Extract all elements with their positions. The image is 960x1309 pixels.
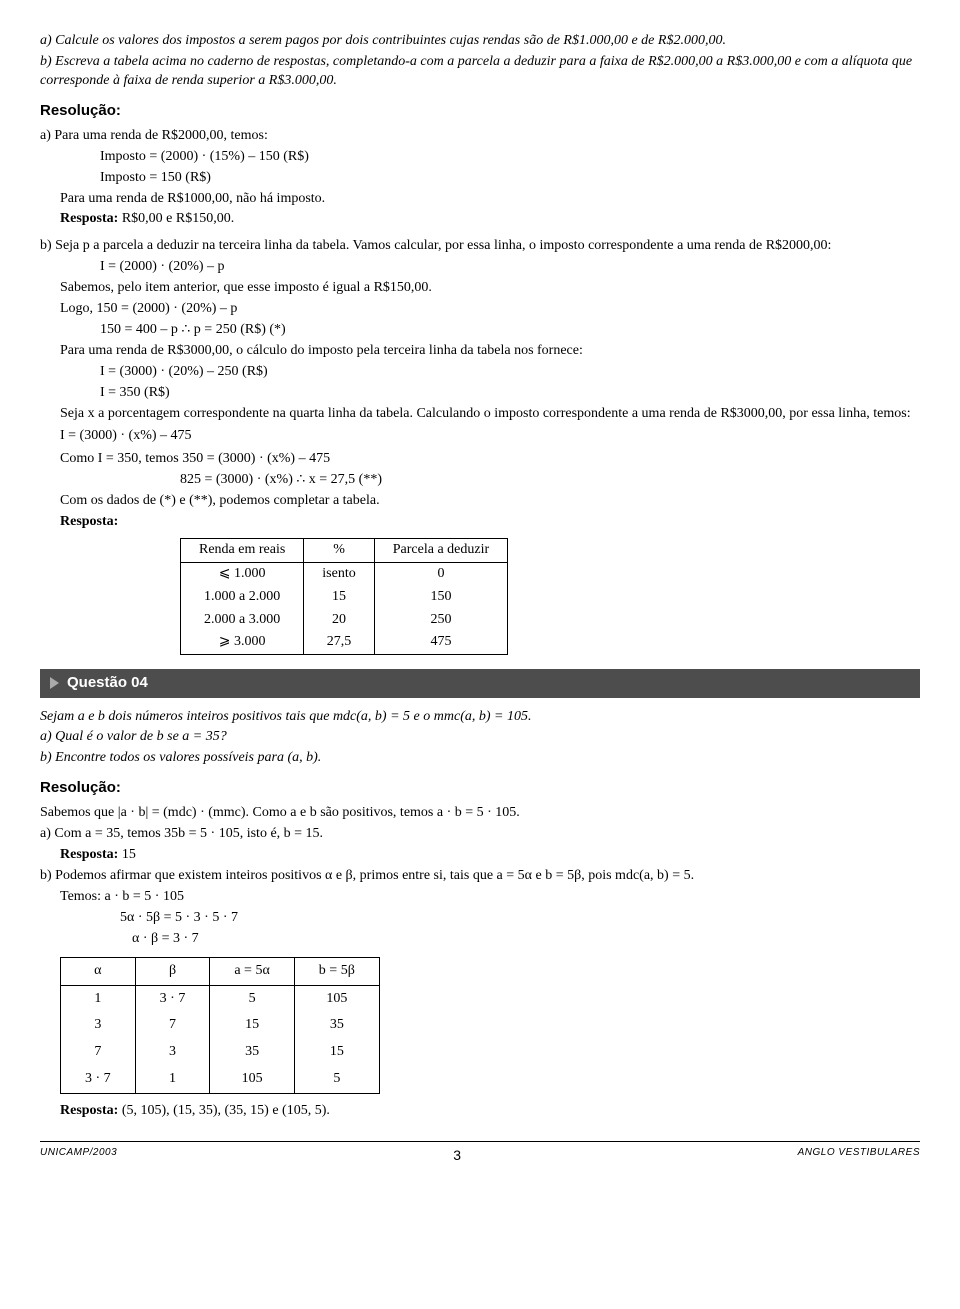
q4-r1: Sabemos que |a · b| = (mdc) · (mmc). Com… <box>40 804 920 823</box>
td: 1 <box>135 1066 210 1093</box>
td: ⩾ 3.000 <box>181 631 304 654</box>
q4-ans-label: Resposta: <box>60 1103 118 1118</box>
td: 0 <box>374 562 507 585</box>
th: β <box>135 957 210 985</box>
td: 105 <box>210 1066 294 1093</box>
q3-b-prompt: b) Escreva a tabela acima no caderno de … <box>40 53 920 91</box>
td: 15 <box>210 1012 294 1039</box>
td: 27,5 <box>304 631 374 654</box>
q3-b10: I = (3000) · (x%) – 475 <box>60 427 920 446</box>
q3-b7: I = (3000) · (20%) – 250 (R$) <box>100 363 920 382</box>
q3-b4: Logo, 150 = (2000) · (20%) – p <box>60 300 920 319</box>
resolucao-label-q4: Resolução: <box>40 778 920 798</box>
q3-table: Renda em reais % Parcela a deduzir ⩽ 1.0… <box>180 538 508 655</box>
td: 15 <box>304 586 374 609</box>
resolucao-label: Resolução: <box>40 101 920 121</box>
q4-ans-val: (5, 105), (15, 35), (35, 15) e (105, 5). <box>118 1103 330 1118</box>
q4-r3-label: Resposta: <box>60 847 118 862</box>
td: ⩽ 1.000 <box>181 562 304 585</box>
td: 250 <box>374 609 507 632</box>
q3-a5-val: R$0,00 e R$150,00. <box>118 211 234 226</box>
q3-b11: Como I = 350, temos 350 = (3000) · (x%) … <box>60 450 920 469</box>
q3-b3: Sabemos, pelo item anterior, que esse im… <box>60 279 920 298</box>
footer-page: 3 <box>453 1146 461 1165</box>
td: 1 <box>61 985 136 1012</box>
td: 35 <box>210 1039 294 1066</box>
q3-b12: 825 = (3000) · (x%) ∴ x = 27,5 (**) <box>180 471 920 490</box>
td: 150 <box>374 586 507 609</box>
td: isento <box>304 562 374 585</box>
td: 3 <box>61 1012 136 1039</box>
td: 3 <box>135 1039 210 1066</box>
q3-a3: Imposto = 150 (R$) <box>100 169 920 188</box>
th: b = 5β <box>294 957 379 985</box>
td: 20 <box>304 609 374 632</box>
footer-right: ANGLO VESTIBULARES <box>798 1146 920 1165</box>
q3-b2: I = (2000) · (20%) – p <box>100 258 920 277</box>
q3-b9: Seja x a porcentagem correspondente na q… <box>60 405 920 424</box>
q3-a2: Imposto = (2000) · (15%) – 150 (R$) <box>100 148 920 167</box>
q4-r3-val: 15 <box>118 847 136 862</box>
arrow-icon <box>50 677 59 689</box>
q4-r5: Temos: a · b = 5 · 105 <box>60 888 920 907</box>
q3-a-prompt: a) Calcule os valores dos impostos a ser… <box>40 32 920 51</box>
questao-04-title: Questão 04 <box>67 673 148 693</box>
th: Renda em reais <box>181 538 304 562</box>
td: 5 <box>210 985 294 1012</box>
q4-prompt-b: b) Encontre todos os valores possíveis p… <box>40 749 920 768</box>
td: 7 <box>61 1039 136 1066</box>
q4-r4: b) Podemos afirmar que existem inteiros … <box>40 867 920 886</box>
td: 7 <box>135 1012 210 1039</box>
td: 1.000 a 2.000 <box>181 586 304 609</box>
td: 5 <box>294 1066 379 1093</box>
q3-b13: Com os dados de (*) e (**), podemos comp… <box>60 492 920 511</box>
footer: UNICAMP/2003 3 ANGLO VESTIBULARES <box>40 1141 920 1165</box>
q4-r2: a) Com a = 35, temos 35b = 5 · 105, isto… <box>40 825 920 844</box>
td: 105 <box>294 985 379 1012</box>
q3-b8: I = 350 (R$) <box>100 384 920 403</box>
th: Parcela a deduzir <box>374 538 507 562</box>
q3-b14: Resposta: <box>60 513 920 532</box>
td: 3 · 7 <box>135 985 210 1012</box>
q3-a5-label: Resposta: <box>60 211 118 226</box>
q3-b6: Para uma renda de R$3000,00, o cálculo d… <box>60 342 920 361</box>
q4-r7: α · β = 3 · 7 <box>132 930 920 949</box>
q4-prompt-a: a) Qual é o valor de b se a = 35? <box>40 728 920 747</box>
q4-table: α β a = 5α b = 5β 13 · 75105 371535 7335… <box>60 957 380 1094</box>
q3-a1: a) Para uma renda de R$2000,00, temos: <box>40 127 920 146</box>
q4-r6: 5α · 5β = 5 · 3 · 5 · 7 <box>120 909 920 928</box>
th: α <box>61 957 136 985</box>
q3-a4: Para uma renda de R$1000,00, não há impo… <box>60 190 920 209</box>
td: 2.000 a 3.000 <box>181 609 304 632</box>
questao-04-header: Questão 04 <box>40 669 920 697</box>
th: a = 5α <box>210 957 294 985</box>
td: 3 · 7 <box>61 1066 136 1093</box>
footer-left: UNICAMP/2003 <box>40 1146 117 1165</box>
td: 15 <box>294 1039 379 1066</box>
th: % <box>304 538 374 562</box>
q3-b1: b) Seja p a parcela a deduzir na terceir… <box>40 237 920 256</box>
q3-b5: 150 = 400 – p ∴ p = 250 (R$) (*) <box>100 321 920 340</box>
q4-prompt1: Sejam a e b dois números inteiros positi… <box>40 708 920 727</box>
td: 475 <box>374 631 507 654</box>
td: 35 <box>294 1012 379 1039</box>
